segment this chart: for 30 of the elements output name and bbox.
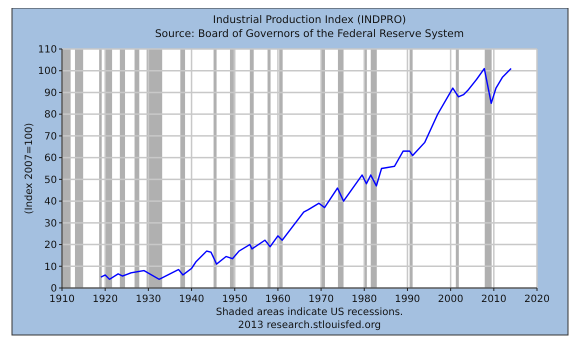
text: Shaded areas indicate US recessions. <box>216 307 404 318</box>
x-tick-label: 1940 <box>178 294 204 305</box>
x-tick-label: 1970 <box>308 294 334 305</box>
chart-title: Industrial Production Index (INDPRO) <box>212 14 406 26</box>
y-tick-label: 0 <box>50 284 57 294</box>
y-tick-label: 30 <box>44 218 57 230</box>
x-tick-label: 1980 <box>352 294 377 305</box>
y-tick-label: 100 <box>38 66 57 78</box>
x-tick-label: 2020 <box>524 294 550 305</box>
x-tick-label: 1990 <box>394 294 420 305</box>
y-tick-label: 110 <box>38 44 57 56</box>
x-tick-label: 1950 <box>222 294 248 305</box>
x-tick-label: 1960 <box>265 294 291 305</box>
y-tick-label: 10 <box>44 262 57 273</box>
x-tick-label: 1930 <box>136 294 162 305</box>
text: 2013 research.stlouisfed.org <box>238 320 382 331</box>
x-tick-label: 2010 <box>481 294 507 305</box>
x-tick-label: 2000 <box>438 294 464 305</box>
x-tick-label: 1910 <box>49 294 75 305</box>
y-tick-label: 80 <box>44 110 57 121</box>
x-tick-label: 1920 <box>92 294 118 305</box>
y-axis-title: (Index 2007=100) <box>24 122 35 214</box>
line-series <box>100 68 512 280</box>
y-tick-label: 40 <box>44 196 57 208</box>
y-tick-label: 60 <box>44 153 57 164</box>
y-tick-label: 50 <box>44 174 57 186</box>
y-tick-label: 20 <box>44 240 57 252</box>
y-tick-label: 90 <box>44 88 57 99</box>
y-tick-label: 70 <box>44 131 57 142</box>
chart-subtitle: Source: Board of Governors of the Federal Reserve System <box>155 28 464 40</box>
